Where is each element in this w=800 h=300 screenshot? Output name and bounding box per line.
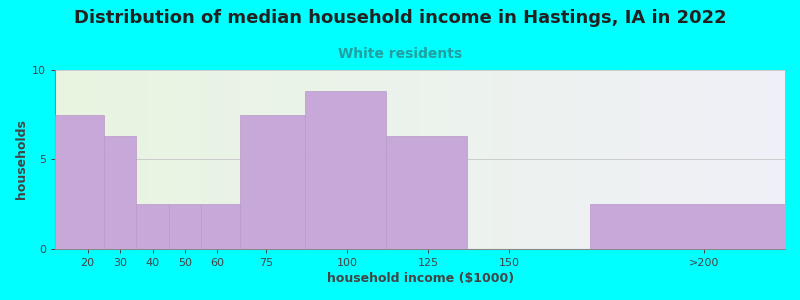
Bar [55, 115, 104, 249]
Text: White residents: White residents [338, 46, 462, 61]
Bar [386, 136, 467, 249]
Bar [590, 204, 785, 249]
Bar [201, 204, 240, 249]
Bar [136, 204, 169, 249]
Bar [305, 92, 386, 249]
Bar [169, 204, 201, 249]
Bar [240, 115, 305, 249]
Text: Distribution of median household income in Hastings, IA in 2022: Distribution of median household income … [74, 9, 726, 27]
X-axis label: household income ($1000): household income ($1000) [326, 272, 514, 285]
Bar [104, 136, 136, 249]
Y-axis label: households: households [15, 119, 28, 199]
